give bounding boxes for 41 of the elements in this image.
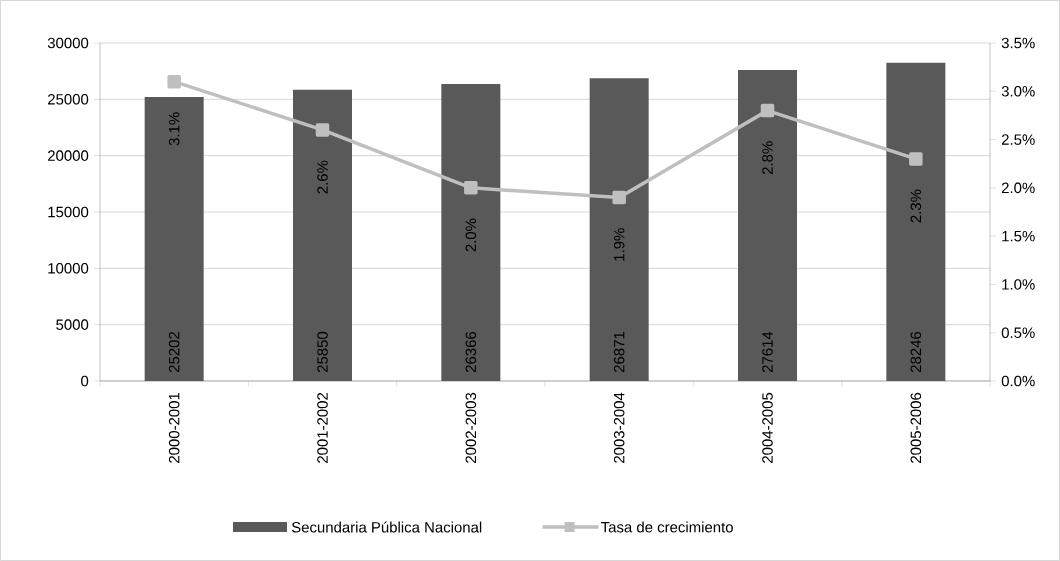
x-tick-label: 2001-2002 (317, 392, 328, 463)
y-tick-label: 10000 (48, 263, 89, 274)
data-label: 25202 (168, 332, 180, 373)
y-tick-label: 25000 (48, 94, 89, 105)
y2-tick-label: 1.5% (1002, 230, 1035, 242)
y-tick-label: 5000 (56, 319, 89, 330)
point (167, 74, 181, 89)
x-tick-label: 2003-2004 (613, 392, 625, 463)
x-tick-label: 2005-2006 (910, 392, 922, 463)
x-tick-label: 2002-2003 (465, 392, 477, 463)
y2-tick-label: 0.5% (1001, 327, 1035, 338)
data-label: 26871 (613, 331, 625, 373)
data-label: 3.1% (168, 112, 180, 146)
y2-tick-label: 2.0% (1001, 182, 1035, 194)
point (315, 123, 330, 137)
x-tick-label: 2004-2005 (762, 392, 773, 463)
data-label: 2.0% (465, 218, 477, 252)
y2-tick-label: 3.0% (1001, 85, 1035, 97)
legend-label: Secundaria Pública Nacional (291, 521, 482, 533)
data-label: 25850 (317, 331, 328, 373)
data-label: 1.9% (613, 228, 625, 261)
y-tick-label: 20000 (48, 150, 89, 161)
data-label: 2.3% (910, 189, 922, 223)
point (612, 190, 626, 205)
y2-tick-label: 3.5% (1001, 37, 1035, 49)
point (464, 181, 478, 195)
data-label: 2.8% (762, 141, 773, 175)
data-label: 2.6% (317, 160, 328, 194)
x-tick-label: 2000-2001 (168, 392, 180, 463)
point (760, 103, 775, 118)
y-tick-label: 15000 (48, 206, 89, 218)
y-tick-label: 30000 (47, 37, 89, 49)
y-tick-label: 0 (81, 375, 89, 387)
data-label: 28246 (910, 331, 922, 373)
y2-tick-label: 0.0% (1001, 375, 1035, 387)
point (909, 152, 923, 166)
y2-tick-label: 1.0% (1002, 279, 1035, 290)
y2-tick-label: 2.5% (1001, 134, 1035, 145)
data-label: 26366 (465, 331, 477, 373)
legend-label: Tasa de crecimiento (601, 521, 733, 533)
data-label: 27614 (762, 331, 773, 373)
